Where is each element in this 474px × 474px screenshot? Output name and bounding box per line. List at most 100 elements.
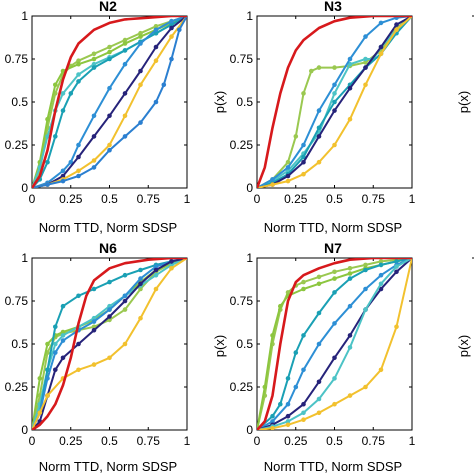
data-point	[107, 279, 112, 285]
data-point	[122, 272, 128, 278]
series-line	[257, 258, 412, 430]
data-point	[347, 85, 353, 91]
series-line	[32, 258, 187, 430]
data-point	[316, 310, 322, 316]
x-tick-label: 0	[29, 434, 36, 448]
data-point	[45, 182, 50, 187]
y-tick-label: 1	[246, 251, 253, 265]
data-point	[153, 27, 159, 33]
series-line	[32, 16, 187, 188]
x-tick-label: 0	[254, 434, 261, 448]
data-point	[301, 410, 306, 416]
data-point	[270, 177, 275, 182]
series-line	[32, 16, 187, 188]
data-point	[60, 168, 66, 174]
data-point	[122, 134, 128, 139]
data-point	[91, 286, 97, 292]
data-point	[270, 333, 275, 338]
data-point	[76, 293, 81, 299]
x-tick-label: 0.75	[137, 434, 161, 448]
y-tick-label: 0	[246, 423, 253, 437]
clipped-y-axis-label-top: p(x)	[456, 91, 471, 113]
series-line	[32, 16, 187, 188]
data-point	[169, 266, 174, 271]
y-tick-label: 0.25	[5, 138, 29, 152]
data-point	[53, 341, 58, 347]
data-point	[138, 276, 143, 281]
data-point	[161, 82, 167, 88]
data-point	[285, 419, 291, 424]
y-tick-label: 0.5	[236, 337, 253, 351]
data-point	[347, 116, 353, 122]
data-point	[262, 384, 268, 390]
data-point	[91, 362, 97, 367]
data-point	[153, 267, 159, 273]
data-point	[138, 286, 143, 292]
data-point	[332, 376, 337, 381]
y-axis-label: p(x)	[212, 335, 227, 357]
data-point	[153, 99, 159, 105]
y-tick-label: 0.25	[230, 380, 254, 394]
data-point	[394, 27, 399, 33]
data-point	[53, 82, 58, 88]
data-point	[53, 350, 58, 355]
data-point	[68, 159, 74, 165]
data-point	[285, 178, 291, 184]
data-point	[122, 307, 128, 312]
data-point	[169, 18, 174, 24]
x-tick-label: 0.5	[101, 434, 118, 448]
series-group	[32, 16, 187, 188]
data-point	[316, 341, 322, 347]
series-group	[257, 258, 412, 430]
data-point	[332, 82, 337, 88]
data-point	[363, 82, 368, 88]
y-tick-label: 0	[21, 181, 28, 195]
data-point	[285, 376, 291, 381]
data-point	[45, 393, 50, 398]
data-point	[363, 60, 368, 65]
data-point	[285, 173, 291, 179]
data-point	[270, 426, 275, 430]
data-point	[37, 376, 43, 381]
x-axis-label: Norm TTD, Norm SDSP	[39, 459, 177, 474]
series-line	[257, 258, 412, 430]
x-tick-label: 0.25	[284, 434, 308, 448]
y-tick-label: 0.5	[236, 95, 253, 109]
data-point	[138, 267, 143, 273]
data-point	[76, 61, 81, 67]
data-point	[301, 279, 306, 285]
data-point	[347, 276, 353, 281]
data-point	[45, 341, 50, 347]
panel-n7: N7 0 0.25 0.5 0.75 1 0 0.25 0.5 0.75 1 Norm TTD, …	[212, 240, 416, 474]
data-point	[45, 367, 50, 373]
y-tick-label: 0.25	[5, 380, 29, 394]
data-point	[347, 61, 353, 67]
data-point	[177, 27, 182, 33]
data-point	[138, 315, 143, 321]
x-tick-label: 0	[29, 192, 36, 206]
data-point	[45, 116, 50, 122]
data-point	[394, 22, 399, 27]
data-point	[153, 272, 159, 278]
x-tick-label: 1	[184, 192, 191, 206]
data-point	[378, 272, 384, 278]
data-point	[122, 41, 128, 46]
data-point	[332, 142, 337, 148]
data-point	[53, 324, 58, 330]
series-group	[257, 16, 412, 188]
data-point	[76, 58, 81, 63]
clipped-y-axis-label-bottom: p(x)	[456, 335, 471, 357]
data-point	[394, 269, 399, 275]
data-point	[60, 329, 66, 335]
series-line	[32, 16, 187, 188]
data-point	[347, 393, 353, 398]
data-point	[45, 376, 50, 381]
data-point	[138, 120, 143, 125]
data-point	[394, 259, 399, 264]
data-point	[91, 51, 97, 57]
data-point	[169, 262, 174, 268]
data-point	[378, 286, 384, 292]
data-point	[285, 401, 291, 407]
data-point	[332, 91, 337, 96]
data-point	[169, 56, 174, 62]
